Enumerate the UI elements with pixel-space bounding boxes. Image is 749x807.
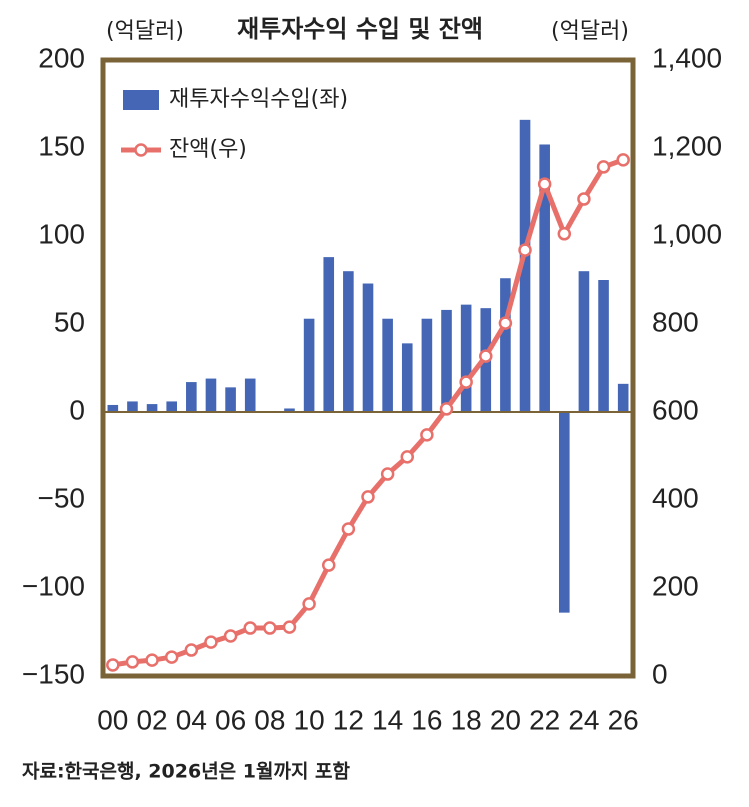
y-tick-label: 100 — [38, 218, 85, 249]
bar — [578, 271, 590, 412]
line-marker — [420, 428, 434, 442]
line-marker — [479, 349, 493, 363]
bar — [598, 280, 609, 412]
x-tick-label: 08 — [254, 704, 285, 735]
line-marker — [223, 629, 238, 643]
legend-label: 잔액(우) — [169, 137, 247, 162]
x-tick-label: 02 — [136, 704, 167, 735]
line-marker — [204, 635, 218, 649]
legend-marker — [134, 143, 148, 157]
bar — [617, 383, 629, 412]
bar — [343, 271, 354, 412]
y-tick-label: 0 — [69, 394, 85, 425]
line-marker — [341, 522, 356, 536]
line-marker — [321, 558, 336, 572]
line-marker — [596, 160, 611, 174]
bar — [500, 278, 511, 412]
line-marker — [380, 467, 395, 481]
line-marker — [361, 490, 375, 504]
y-tick-label: −50 — [38, 482, 86, 513]
y2-tick-label: 0 — [652, 658, 668, 689]
bar — [186, 382, 197, 412]
y2-tick-label: 1,000 — [652, 218, 722, 249]
y-tick-label: 50 — [54, 306, 85, 337]
y2-tick-label: 600 — [652, 394, 699, 425]
x-tick-label: 14 — [372, 704, 403, 735]
y2-tick-label: 800 — [652, 306, 699, 337]
bar — [401, 343, 413, 412]
x-tick-label: 26 — [608, 704, 639, 735]
chart-title: 재투자수익 수입 및 잔액 — [237, 15, 483, 43]
legend-label: 재투자수익수입(좌) — [169, 87, 348, 112]
bar — [362, 283, 374, 412]
line-marker — [184, 643, 199, 657]
line-marker — [439, 402, 454, 416]
bar — [244, 378, 256, 412]
y-axis-unit: (억달러) — [106, 19, 184, 44]
bar — [558, 412, 570, 613]
legend-swatch — [123, 90, 159, 110]
x-tick-label: 00 — [97, 704, 128, 735]
bar — [382, 318, 393, 412]
y-tick-label: 200 — [38, 42, 85, 73]
bar — [303, 318, 315, 412]
bar — [205, 378, 217, 412]
x-tick-label: 16 — [411, 704, 442, 735]
line-marker — [282, 620, 297, 634]
line-marker — [459, 375, 473, 389]
bar — [460, 304, 472, 412]
bar — [441, 309, 452, 412]
y2-tick-label: 1,400 — [652, 42, 722, 73]
line-marker — [557, 227, 572, 241]
bar — [323, 257, 335, 412]
y-tick-label: −100 — [22, 570, 85, 601]
line-marker — [145, 653, 159, 667]
x-tick-label: 24 — [568, 704, 599, 735]
line-marker — [518, 243, 532, 257]
bar — [539, 144, 550, 413]
line-marker — [498, 316, 513, 330]
x-tick-label: 20 — [490, 704, 521, 735]
x-tick-label: 12 — [333, 704, 364, 735]
bar — [284, 408, 295, 412]
y-tick-label: −150 — [22, 658, 85, 689]
bar — [107, 404, 119, 412]
y2-tick-label: 1,200 — [652, 130, 722, 161]
line-marker — [263, 621, 277, 635]
line-marker — [243, 621, 257, 635]
bar — [127, 401, 138, 412]
y2-tick-label: 200 — [652, 570, 699, 601]
line-marker — [537, 177, 552, 191]
bar — [225, 387, 236, 412]
line-marker — [106, 658, 120, 672]
x-tick-label: 06 — [215, 704, 246, 735]
line-marker — [400, 450, 415, 464]
x-tick-label: 04 — [176, 704, 207, 735]
line-marker — [302, 597, 316, 611]
line-marker — [616, 153, 630, 167]
y2-tick-label: 400 — [652, 482, 699, 513]
bar — [166, 401, 178, 412]
y-tick-label: 150 — [38, 130, 85, 161]
line-marker — [577, 192, 591, 206]
bar — [519, 119, 531, 412]
x-tick-label: 10 — [294, 704, 325, 735]
y2-axis-unit: (억달러) — [551, 19, 629, 44]
plot-frame — [100, 57, 636, 679]
bar — [146, 404, 158, 412]
line-marker — [164, 650, 179, 664]
bar — [421, 318, 433, 412]
source-note: 자료:한국은행, 2026년은 1월까지 포함 — [22, 761, 351, 783]
line-marker — [125, 655, 140, 669]
x-tick-label: 18 — [451, 704, 482, 735]
x-tick-label: 22 — [529, 704, 560, 735]
